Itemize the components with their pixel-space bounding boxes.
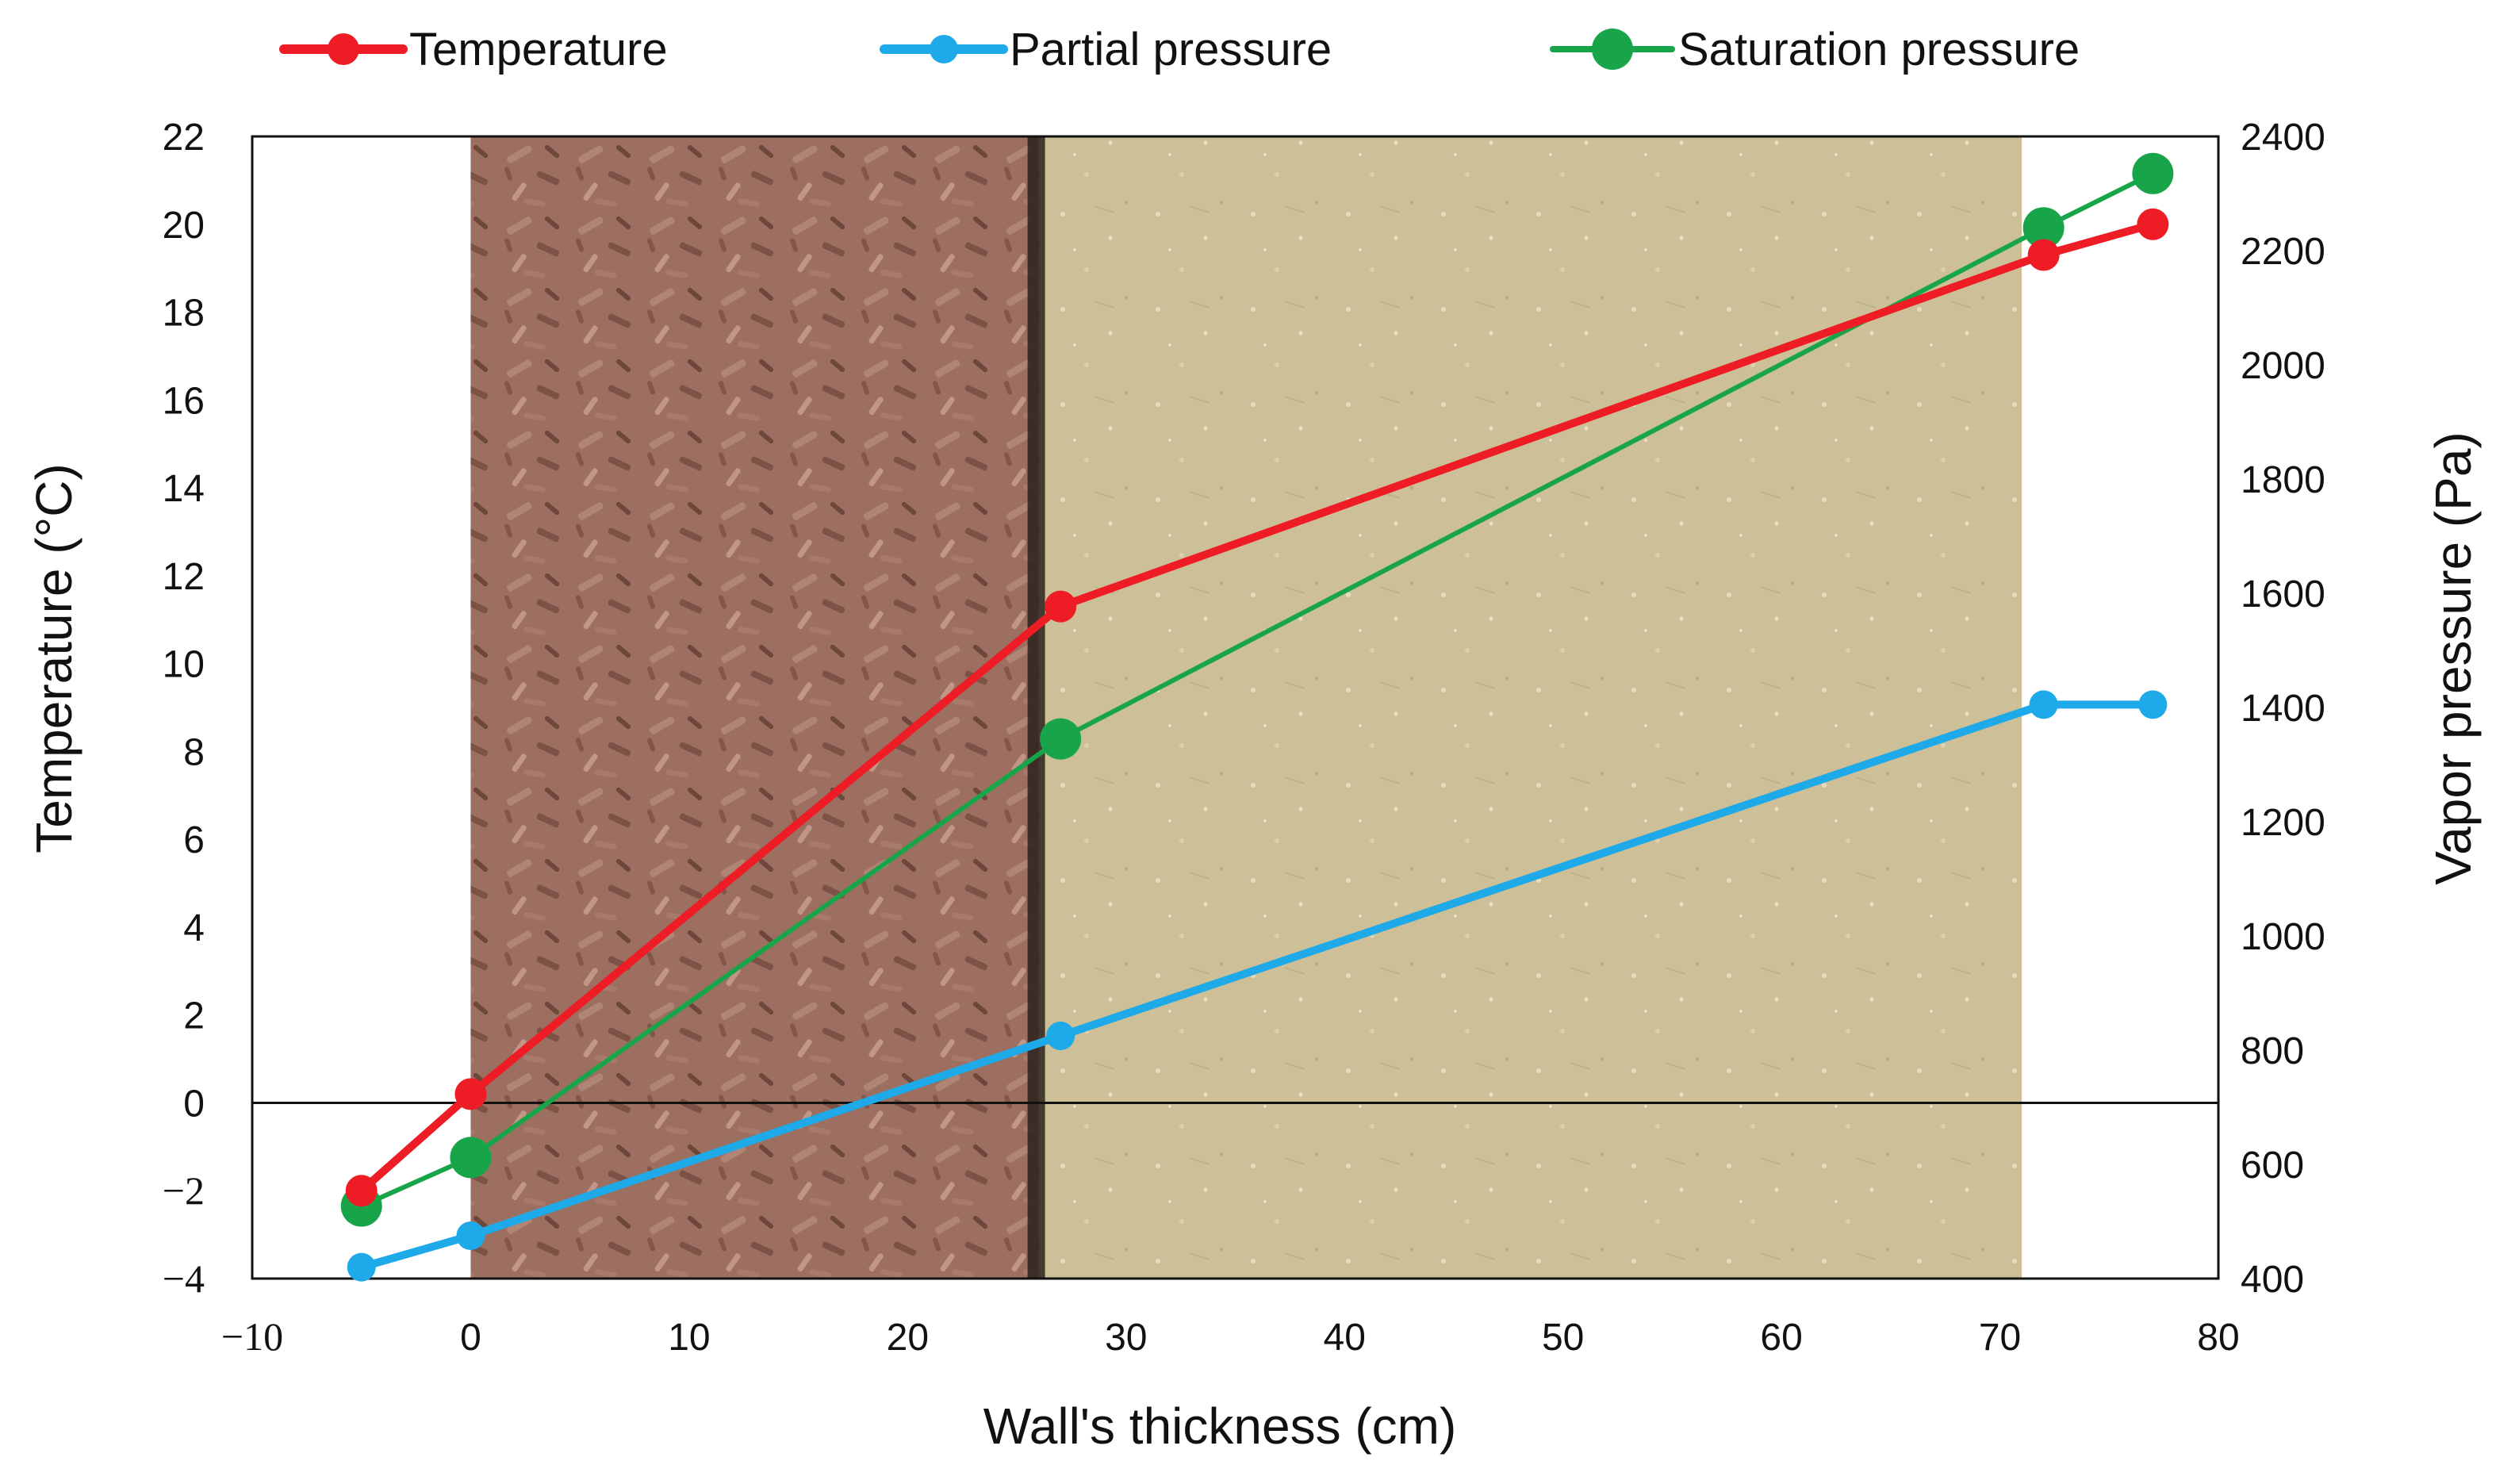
y-axis-right-title: Vapor pressure (Pa) <box>2425 431 2482 885</box>
y-left-tick-label: 0 <box>183 1083 205 1125</box>
x-tick-label: 20 <box>887 1317 929 1359</box>
y-right-tick-label: 800 <box>2241 1030 2304 1072</box>
wall-photo-background <box>470 136 2022 1279</box>
legend: Temperature Partial pressure Saturation pr… <box>279 24 2080 75</box>
data-point-partial-pressure <box>1046 1022 1075 1050</box>
x-tick-label: 70 <box>1979 1317 2021 1359</box>
y-right-tick-label: 1600 <box>2241 573 2325 615</box>
y-left-tick-label: 20 <box>163 205 205 247</box>
y-right-tick-label: 2000 <box>2241 345 2325 387</box>
y-left-tick-label: 14 <box>163 468 205 510</box>
legend-label-partial-pressure: Partial pressure <box>1010 24 1332 75</box>
y-left-tick-label: 10 <box>163 644 205 686</box>
y-left-tick-label: 16 <box>163 380 205 422</box>
data-point-partial-pressure <box>2138 690 2168 719</box>
data-point-saturation-pressure <box>1040 718 1082 760</box>
data-point-partial-pressure <box>347 1252 376 1282</box>
y-left-tick-label: 2 <box>183 995 205 1037</box>
x-tick-label: 10 <box>668 1317 710 1359</box>
data-point-temperature <box>2137 208 2169 240</box>
y-right-tick-label: 2400 <box>2241 117 2325 159</box>
photo-layer-earth-plaster <box>1038 136 2022 1279</box>
y-left-tick-label: 12 <box>163 556 205 598</box>
y-left-tick-label: 18 <box>163 293 205 335</box>
data-point-temperature <box>2027 239 2060 271</box>
y-left-tick-label: 22 <box>163 117 205 159</box>
x-tick-label: 0 <box>460 1317 481 1359</box>
legend-marker-saturation-pressure <box>1592 29 1633 70</box>
data-point-temperature <box>454 1078 487 1110</box>
legend-marker-temperature <box>328 33 359 65</box>
series-layer <box>340 152 2174 1282</box>
y-right-tick-label: 1800 <box>2241 459 2325 501</box>
x-tick-label: 50 <box>1542 1317 1584 1359</box>
legend-marker-partial-pressure <box>930 35 958 63</box>
plot-border <box>251 135 2220 1280</box>
y-axis-left-title: Temperature (°C) <box>25 463 82 853</box>
y-left-tick-label: 6 <box>183 819 205 861</box>
y-right-tick-label: 600 <box>2241 1145 2304 1187</box>
y-right-tick-label: 1000 <box>2241 916 2325 958</box>
data-point-saturation-pressure <box>2022 207 2065 249</box>
y-left-tick-label: −2 <box>163 1168 205 1213</box>
x-axis-title: Wall's thickness (cm) <box>983 1398 1457 1455</box>
photo-joint <box>1027 136 1045 1279</box>
y-left-tick-label: 4 <box>183 907 205 949</box>
tick-labels: −10 0 10 20 30 40 50 60 70 80 −4 −2 0 2 4 6 8 10 12 14 16 18 2… <box>163 117 2325 1359</box>
x-tick-label: 40 <box>1324 1317 1366 1359</box>
legend-label-saturation-pressure: Saturation pressure <box>1678 24 2080 75</box>
data-point-temperature <box>345 1175 378 1207</box>
y-right-tick-label: 1200 <box>2241 802 2325 844</box>
x-tick-label: 60 <box>1760 1317 1802 1359</box>
plot-frame <box>251 135 2220 1280</box>
y-left-tick-label: −4 <box>163 1256 205 1301</box>
photo-layer-hemp-lime <box>470 136 1039 1279</box>
data-point-partial-pressure <box>456 1221 485 1250</box>
legend-label-temperature: Temperature <box>409 24 668 75</box>
data-point-temperature <box>1045 590 1077 623</box>
x-tick-label: 80 <box>2197 1317 2239 1359</box>
y-left-tick-label: 8 <box>183 731 205 773</box>
y-right-tick-label: 400 <box>2241 1259 2304 1301</box>
x-tick-label: −10 <box>221 1314 283 1359</box>
data-point-saturation-pressure <box>450 1137 492 1179</box>
x-tick-label: 30 <box>1105 1317 1147 1359</box>
data-point-partial-pressure <box>2029 690 2058 719</box>
data-point-saturation-pressure <box>2132 152 2174 194</box>
y-right-tick-label: 2200 <box>2241 231 2325 273</box>
y-right-tick-label: 1400 <box>2241 688 2325 730</box>
